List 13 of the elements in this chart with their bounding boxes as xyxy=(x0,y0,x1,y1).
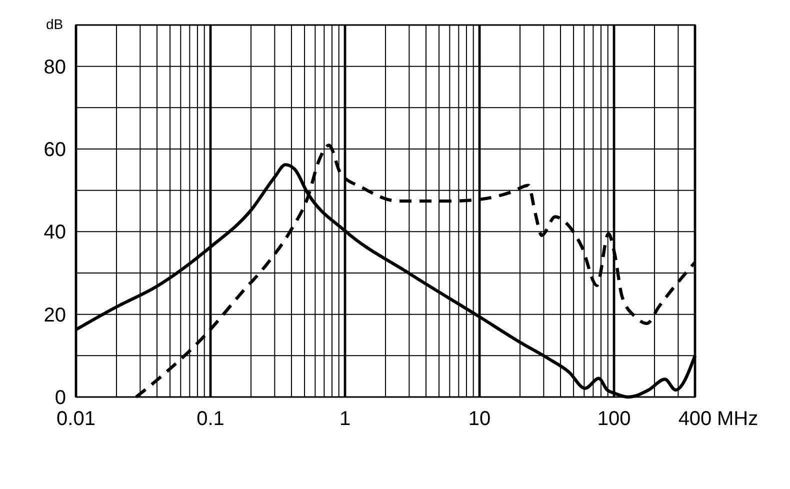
x-tick-label: 100 xyxy=(597,408,631,430)
x-tick-label: 10 xyxy=(468,408,491,430)
y-tick-label: 80 xyxy=(44,56,66,78)
x-tick-label: 400 xyxy=(678,408,712,430)
x-axis-title: MHz xyxy=(717,408,758,430)
y-tick-label: 0 xyxy=(54,387,66,409)
x-tick-label: 0.1 xyxy=(196,408,224,430)
x-tick-label: 0.01 xyxy=(56,408,96,430)
y-tick-label: 20 xyxy=(44,304,66,326)
y-tick-label: 40 xyxy=(44,222,66,244)
x-tick-label: 1 xyxy=(339,408,351,430)
y-tick-label: 60 xyxy=(44,139,66,161)
y-axis-title: dB xyxy=(46,16,64,32)
